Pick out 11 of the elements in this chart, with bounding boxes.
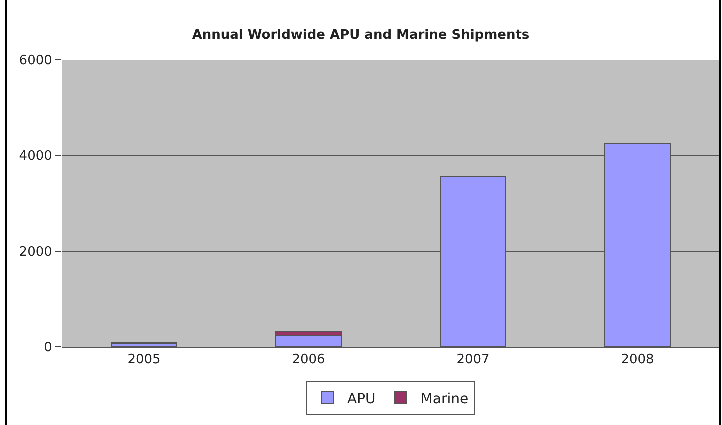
x-tick-label: 2006	[292, 352, 326, 368]
y-tick-label: 4000	[19, 149, 52, 164]
legend-label: Marine	[420, 392, 469, 408]
y-tick-label: 2000	[19, 244, 52, 260]
x-tick-label: 2007	[456, 352, 490, 368]
y-tick-label: 6000	[19, 54, 52, 69]
chart-title: Annual Worldwide APU and Marine Shipments	[192, 28, 530, 43]
x-tick-label: 2008	[621, 352, 654, 368]
x-tick-label: 2005	[128, 352, 161, 368]
y-tick-label: 0	[44, 340, 52, 356]
legend-label: APU	[348, 392, 376, 408]
